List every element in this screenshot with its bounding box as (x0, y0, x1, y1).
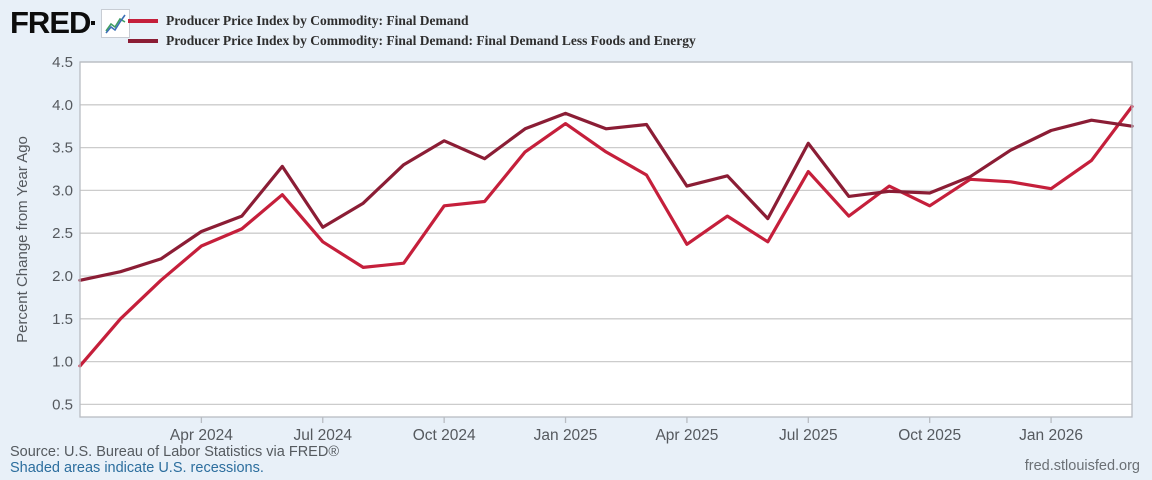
x-tick-label: Apr 2025 (655, 427, 718, 444)
plot-border (79, 61, 1133, 418)
y-tick-label: 2.5 (52, 225, 73, 242)
fred-logo-text: FRED (10, 5, 91, 40)
x-tick-label: Oct 2024 (413, 427, 476, 444)
y-tick-label: 1.5 (52, 311, 73, 328)
plot-area (80, 62, 1132, 417)
fred-logo[interactable]: FRED (10, 5, 131, 40)
y-tick-label: 3.0 (52, 182, 73, 199)
registered-mark (91, 21, 96, 25)
chart-legend: Producer Price Index by Commodity: Final… (128, 11, 696, 51)
recessions-note-link[interactable]: Shaded areas indicate U.S. recessions. (10, 460, 264, 476)
y-tick-label: 4.5 (52, 54, 73, 71)
y-axis-title: Percent Change from Year Ago (14, 136, 31, 343)
x-tick-label: Jan 2026 (1019, 427, 1083, 444)
x-tick-label: Oct 2025 (898, 427, 961, 444)
x-tick-label: Jan 2025 (534, 427, 598, 444)
series-line-core (78, 111, 1134, 282)
legend-swatch-final-demand (128, 19, 158, 23)
legend-label-core: Producer Price Index by Commodity: Final… (166, 33, 696, 48)
legend-label-final-demand: Producer Price Index by Commodity: Final… (166, 13, 469, 28)
series-line-final-demand (78, 104, 1134, 368)
fred-chart-icon (101, 8, 131, 38)
y-tick-label: 3.5 (52, 140, 73, 157)
y-tick-label: 2.0 (52, 268, 73, 285)
y-tick-label: 4.0 (52, 97, 73, 114)
x-tick-label: Apr 2024 (170, 427, 233, 444)
fred-site-url: fred.stlouisfed.org (1024, 458, 1140, 474)
source-text: Source: U.S. Bureau of Labor Statistics … (10, 444, 340, 460)
legend-item-final-demand: Producer Price Index by Commodity: Final… (128, 11, 696, 31)
x-tick-label: Jul 2024 (293, 427, 352, 444)
legend-swatch-core (128, 39, 158, 43)
legend-item-core: Producer Price Index by Commodity: Final… (128, 31, 696, 51)
y-tick-label: 0.5 (52, 396, 73, 413)
y-tick-label: 1.0 (52, 354, 73, 371)
x-tick-label: Jul 2025 (779, 427, 838, 444)
